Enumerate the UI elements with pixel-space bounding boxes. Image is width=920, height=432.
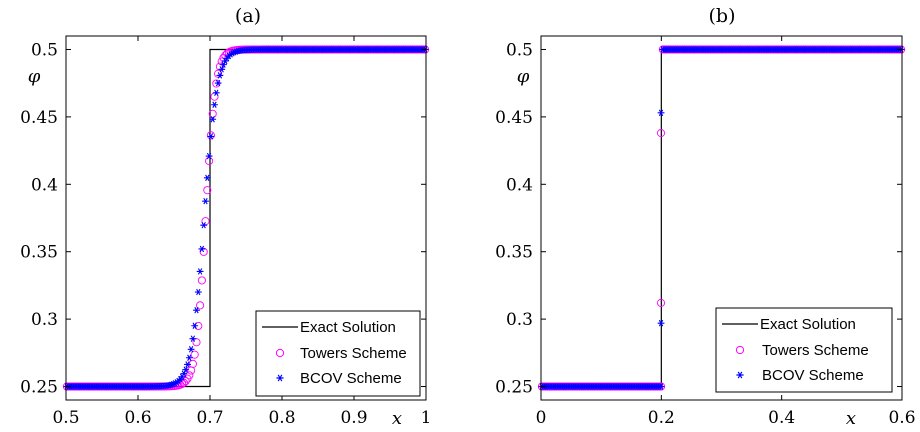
towers-point (205, 156, 214, 166)
towers-point (181, 377, 190, 386)
towers-point (196, 301, 205, 310)
bcov-point (187, 346, 195, 353)
towers-point (199, 247, 208, 256)
bcov-point (189, 335, 197, 342)
bcov-point (216, 72, 224, 79)
bcov-point (200, 221, 208, 229)
panel-b-ytick-label: 0.3 (506, 310, 533, 330)
panel-a: (a) 0.5 0.6 0.7 0.8 0.9 10.250.30.350.40.450.… (20, 5, 431, 429)
towers-point (188, 359, 197, 368)
bcov-point (218, 66, 226, 73)
panel-a-xtick-label: 0.7 (196, 408, 223, 428)
panel-b-xtick-label: 0.2 (648, 408, 675, 428)
towers-point (185, 371, 194, 380)
panel-b-legend-box (715, 307, 893, 393)
panel-b-axes-box (540, 35, 903, 401)
panel-a-xtick-label: 1 (421, 408, 432, 428)
panel-a-axes-box (65, 35, 427, 401)
bcov-point (203, 174, 211, 182)
panel-a-xtick-label: 0.8 (268, 408, 295, 428)
bcov-point (211, 101, 218, 108)
bcov-point (196, 268, 204, 275)
panel-a-ticks: 0.5 0.6 0.7 0.8 0.9 1 0.25 0.3 0.35 0.4 0.45 0.5 (20, 36, 431, 428)
bcov-point (657, 319, 665, 327)
panel-a-legend-exact-label: Exact Solution (300, 319, 396, 336)
panel-b-xtick-label: 0.4 (768, 408, 795, 428)
panel-a-title: (a) (235, 5, 261, 27)
panel-b-xtick-label: 0 (536, 408, 547, 428)
bcov-point (214, 79, 222, 87)
panel-a-ytick-label: 0.45 (20, 108, 58, 128)
panel-a-ytick-label: 0.4 (31, 175, 58, 195)
panel-b-ytick-label: 0.4 (506, 175, 533, 195)
bcov-point (184, 361, 191, 368)
panel-a-xtick-label: 0.9 (340, 408, 367, 428)
bcov-point (657, 109, 665, 117)
bcov-point (212, 89, 220, 97)
towers-point (208, 109, 217, 118)
panel-a-xtick-label: 0.5 (52, 408, 79, 428)
panel-b: (b) 0 0.2 0.4 0.60.250.30.350.40.450.5 φ x … (495, 5, 915, 429)
panel-b-ticks: 0 0.2 0.4 0.6 0.25 0.3 0.35 0.4 0.45 0.5 (495, 36, 916, 428)
panel-a-legend-towers-swatch (275, 348, 285, 358)
bcov-point (194, 288, 202, 296)
towers-point (192, 338, 201, 347)
panel-b-ytick-label: 0.5 (506, 40, 533, 60)
panel-a-legend-towers-label: Towers Scheme (300, 345, 407, 362)
towers-point (206, 131, 215, 140)
panel-a-series-bcov (63, 46, 429, 390)
panel-a-legend-bcov-swatch (276, 374, 284, 382)
towers-point (656, 298, 666, 307)
panel-b-title: (b) (709, 5, 736, 27)
panel-b-series-bcov (538, 46, 905, 390)
panel-a-plot-area (62, 45, 430, 391)
bcov-point (205, 152, 213, 160)
towers-point (187, 366, 196, 375)
panel-b-legend-towers-label: Towers Scheme (762, 342, 869, 359)
panel-b-plot-area (537, 45, 906, 391)
bcov-point (657, 383, 665, 390)
panel-b-xlabel: x (846, 408, 856, 429)
bcov-point (193, 306, 200, 314)
bcov-point (198, 245, 206, 253)
towers-point (656, 129, 666, 138)
towers-point (197, 276, 206, 285)
panel-b-ylabel: φ (517, 66, 530, 87)
star-marker-icon (736, 371, 744, 379)
panel-b-legend: Exact Solution Towers Scheme BCOV Scheme (715, 307, 893, 393)
star-marker-icon (276, 374, 284, 382)
panel-b-ytick-label: 0.35 (495, 243, 533, 263)
panel-a-ytick-label: 0.3 (31, 310, 58, 330)
panel-b-legend-exact-label: Exact Solution (760, 316, 856, 333)
panel-b-ytick-label: 0.45 (495, 108, 533, 128)
bcov-point (209, 116, 217, 123)
bcov-point (185, 354, 193, 361)
panel-a-ytick-label: 0.5 (31, 40, 58, 60)
bcov-point (202, 197, 209, 205)
panel-b-legend-bcov-swatch (736, 371, 744, 379)
panel-a-ylabel: φ (28, 66, 41, 87)
panel-a-legend-bcov-label: BCOV Scheme (300, 370, 402, 387)
panel-a-legend: Exact Solution Towers Scheme BCOV Scheme (255, 310, 421, 397)
panel-b-legend-bcov-label: BCOV Scheme (762, 367, 864, 384)
panel-b-ytick-label: 0.25 (495, 378, 533, 398)
panel-a-ytick-label: 0.25 (20, 378, 58, 398)
panel-a-ytick-label: 0.35 (20, 243, 58, 263)
towers-point (190, 350, 199, 359)
bcov-point (207, 133, 215, 140)
towers-point (203, 186, 212, 195)
panel-a-xlabel: x (392, 408, 402, 429)
bcov-point (191, 322, 199, 329)
panel-b-xtick-label: 0.6 (888, 408, 915, 428)
bcov-point (182, 366, 190, 373)
panel-b-legend-towers-swatch (735, 345, 745, 355)
panel-a-xtick-label: 0.6 (124, 408, 151, 428)
